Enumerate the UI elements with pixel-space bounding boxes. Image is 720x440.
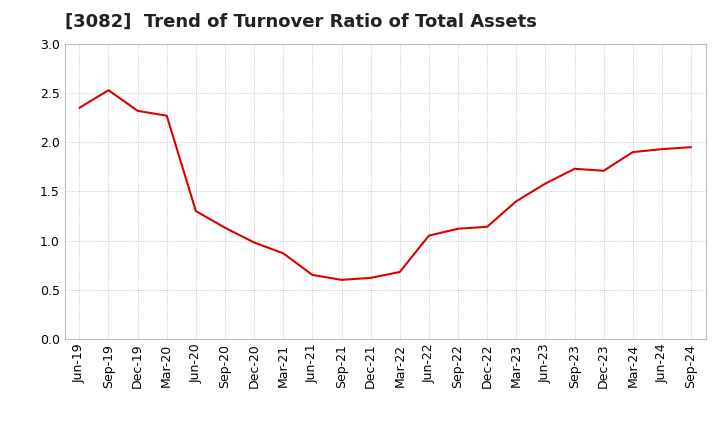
Text: [3082]  Trend of Turnover Ratio of Total Assets: [3082] Trend of Turnover Ratio of Total … bbox=[65, 13, 536, 31]
